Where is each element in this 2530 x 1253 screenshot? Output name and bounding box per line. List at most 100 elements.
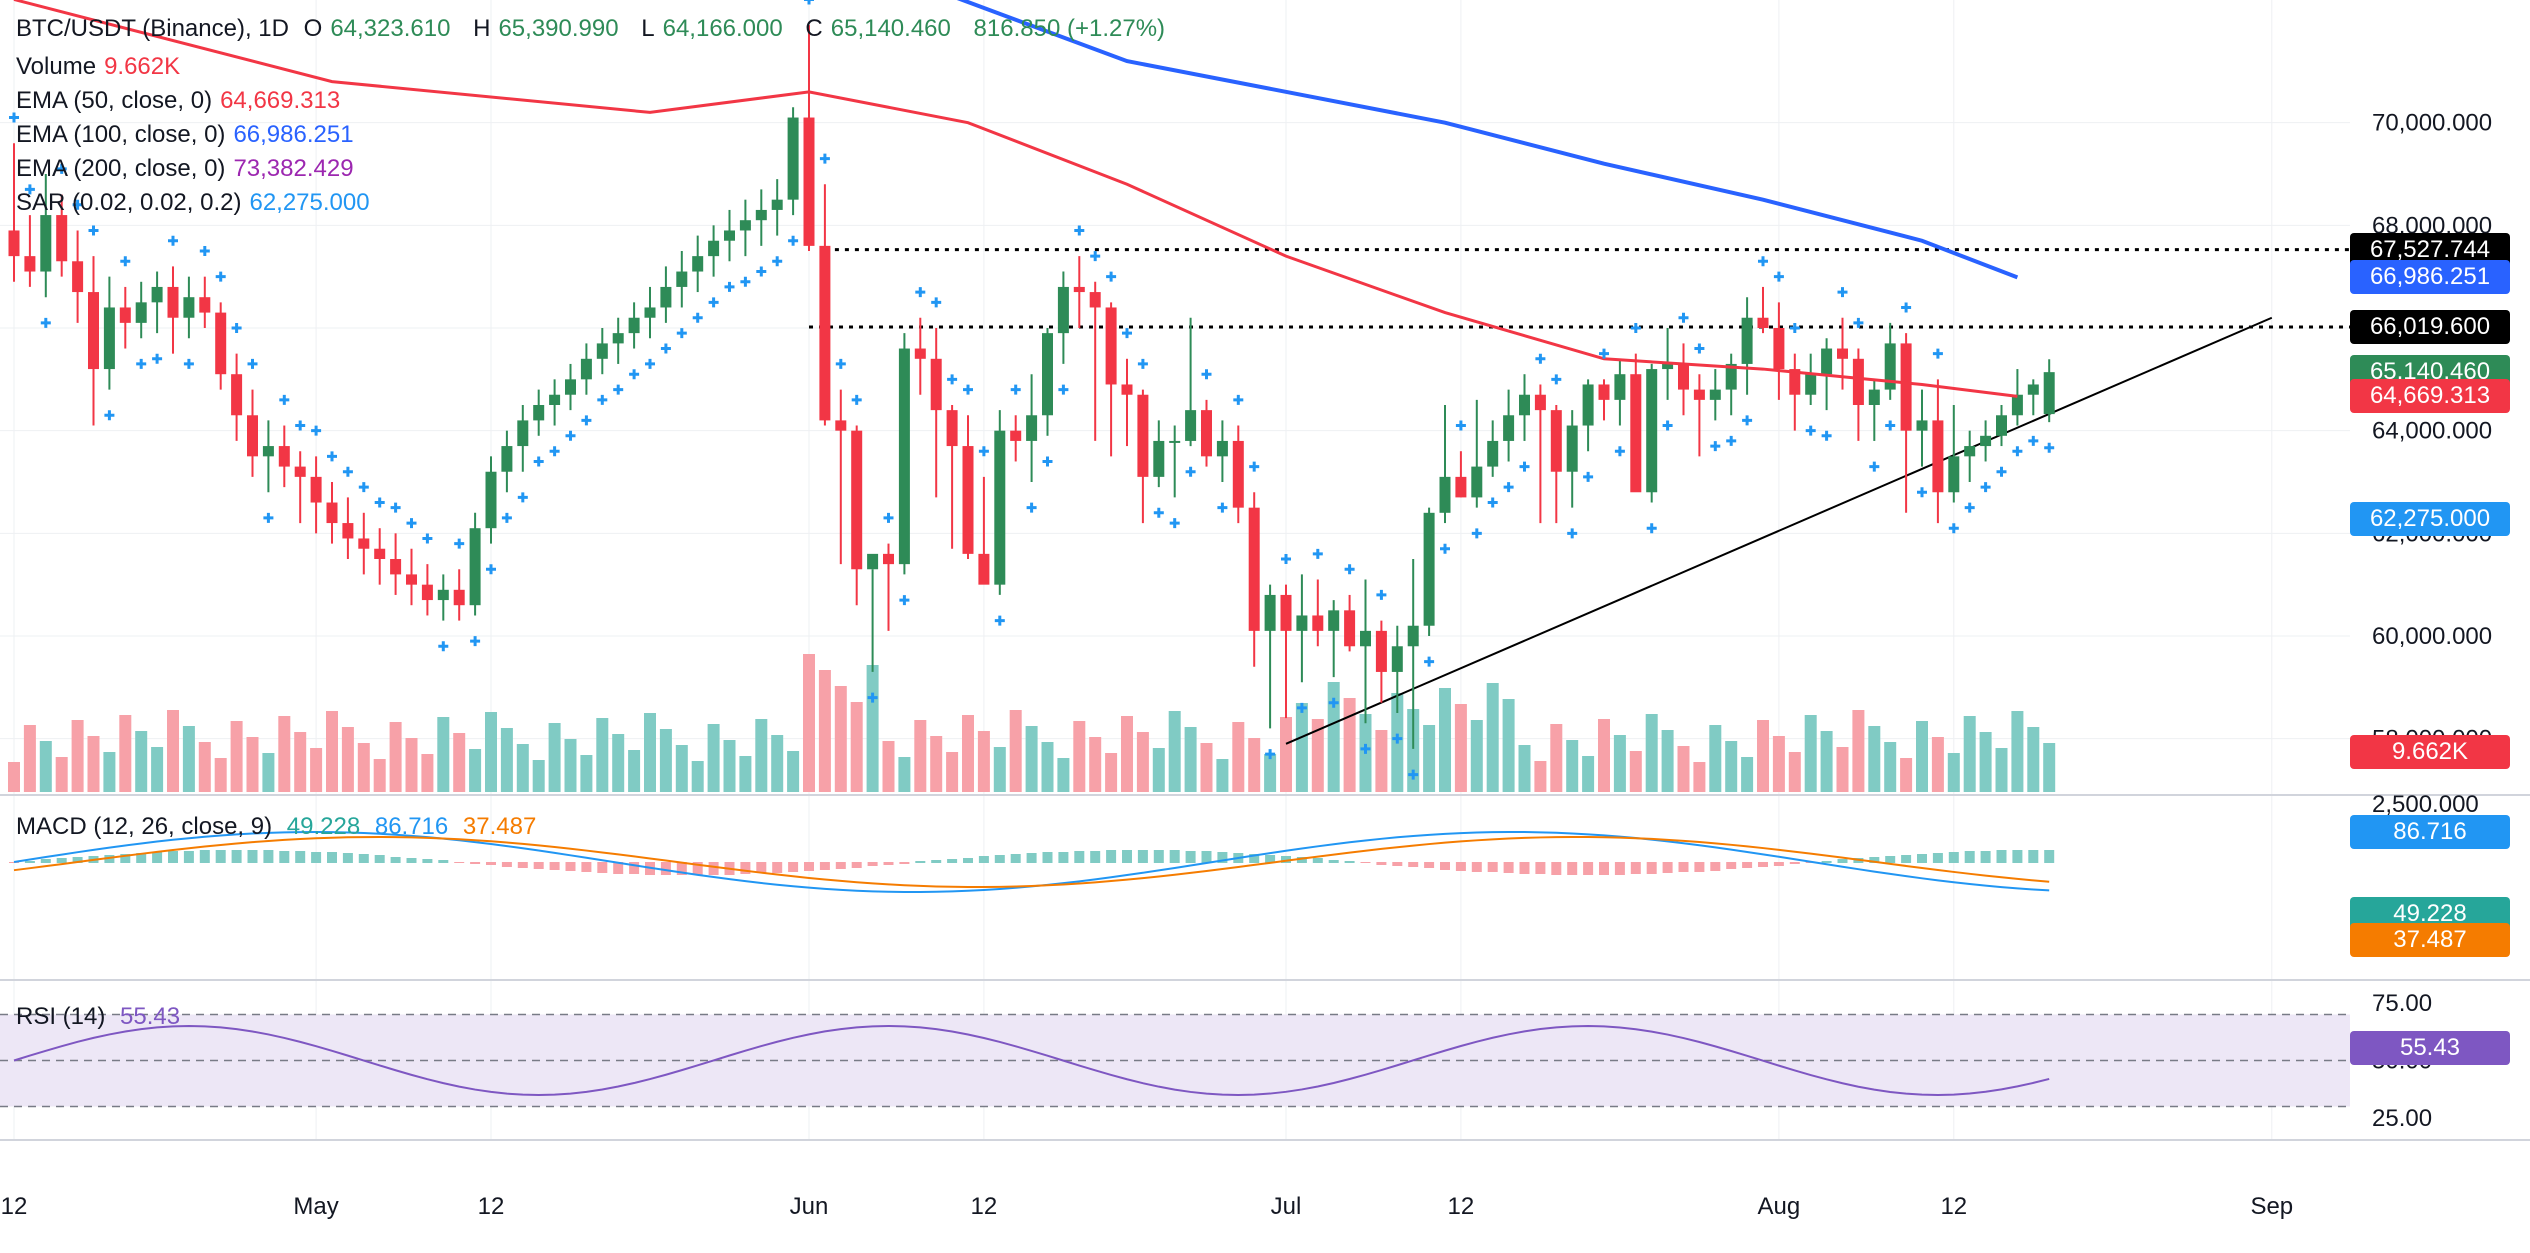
sar-point [1630, 323, 1641, 333]
macd-label[interactable]: MACD (12, 26, close, 9) [16, 813, 273, 840]
macd-histogram-bar [2012, 850, 2023, 863]
volume-bar [71, 720, 84, 792]
macd-histogram-bar [1424, 862, 1435, 868]
legend-row[interactable]: Volume 9.662K [16, 50, 378, 84]
sar-point [1122, 328, 1132, 339]
macd-histogram-bar [915, 861, 926, 863]
rsi-label[interactable]: RSI (14) [16, 1003, 106, 1030]
sar-point [581, 415, 592, 426]
sar-point [342, 466, 353, 477]
volume-bar [135, 731, 148, 792]
candle-body [231, 374, 243, 416]
volume-bar [1979, 732, 1992, 792]
macd-histogram-bar [1090, 851, 1101, 863]
macd-histogram-bar [2044, 850, 2055, 863]
volume-bar [23, 725, 36, 792]
sar-point [311, 425, 322, 436]
sar-point [1837, 287, 1848, 298]
trend-lines[interactable] [809, 248, 2350, 745]
macd-histogram-bar [581, 862, 592, 872]
macd-histogram-bar [597, 862, 608, 873]
time-tick-label: Jun [790, 1193, 829, 1220]
volume-bar [1661, 730, 1674, 792]
candle-body [1725, 363, 1737, 390]
volume-bar [1184, 727, 1197, 792]
volume-bar [2027, 727, 2040, 792]
sar-point [104, 410, 115, 421]
macd-histogram-bar [120, 854, 131, 863]
legend-row[interactable]: EMA (100, close, 0) 66,986.251 [16, 118, 378, 152]
sar-point [1408, 769, 1419, 780]
macd-histogram-bar [1010, 854, 1021, 863]
macd-histogram-bar [1694, 862, 1705, 872]
volume-bar [39, 741, 52, 792]
high-value: 65,390.990 [498, 15, 619, 42]
candle-body [501, 446, 513, 472]
candle-body [247, 415, 258, 457]
macd-tick-label: 2,500.000 [2372, 791, 2479, 818]
volume-bar [596, 718, 609, 792]
macd-histogram-bar [1169, 850, 1180, 863]
legend-row[interactable]: SAR (0.02, 0.02, 0.2) 62,275.000 [16, 186, 378, 220]
candle-body [1519, 394, 1530, 416]
candle-body [1375, 630, 1387, 672]
sar-point [1281, 554, 1291, 564]
sar-point [883, 512, 894, 523]
time-tick-label: Sep [2250, 1193, 2293, 1220]
volume-bar [1216, 759, 1229, 792]
macd-histogram-bar [2028, 850, 2039, 863]
macd-histogram-bar [279, 851, 290, 863]
macd-histogram-bar [1901, 855, 1912, 863]
sar-point [486, 564, 496, 575]
volume-bar [818, 670, 831, 792]
ohlc-low: L 64,166.000 [641, 15, 790, 42]
macd-histogram-bar [1551, 862, 1562, 875]
ema-lines [13, 0, 2019, 398]
time-axis[interactable]: 12 May 12 Jun 12 Jul 12 Aug 12 Sep [1, 1193, 2294, 1220]
macd-histogram-bar [740, 862, 751, 874]
macd-histogram-bar [1567, 862, 1578, 875]
candle-body [485, 471, 497, 529]
legend-label: SAR (0.02, 0.02, 0.2) [16, 189, 242, 216]
volume-bar [453, 733, 466, 792]
sar-point [1551, 374, 1562, 385]
symbol-title[interactable]: BTC/USDT (Binance), 1D [16, 15, 289, 42]
sar-point [517, 492, 528, 503]
sar-point [2028, 435, 2039, 446]
sar-point [1678, 312, 1689, 323]
volume-bar [1025, 726, 1038, 792]
sar-point [1440, 543, 1450, 554]
sar-point [1503, 482, 1514, 493]
candle-body [326, 502, 338, 524]
volume-bar [1089, 737, 1102, 792]
open-label: O [303, 15, 323, 42]
sar-point [374, 497, 385, 508]
ohlc-open: O 64,323.610 [304, 15, 459, 42]
legend-row[interactable]: EMA (50, close, 0) 64,669.313 [16, 84, 378, 118]
volume-bar [516, 744, 529, 792]
candle-body [1837, 348, 1848, 359]
header-legend: BTC/USDT (Binance), 1D O 64,323.610 H 65,3… [16, 12, 1173, 46]
sar-point [645, 358, 655, 369]
legend-label: EMA (100, close, 0) [16, 121, 226, 148]
macd-histogram-bar [1042, 852, 1053, 863]
candle-body [708, 240, 720, 257]
volume-bar [564, 739, 577, 792]
macd-histogram-bar [1710, 862, 1721, 871]
sar-point [1758, 256, 1768, 267]
sar-point [1010, 384, 1021, 395]
volume-bar [262, 753, 275, 792]
sar-point [501, 512, 512, 523]
sar-point [899, 595, 910, 606]
sar-point [1567, 528, 1578, 539]
volume-bar [739, 756, 752, 792]
sar-point [231, 323, 242, 333]
macd-histogram-bar [804, 862, 814, 871]
legend-row[interactable]: EMA (200, close, 0) 73,382.429 [16, 152, 378, 186]
candle-body [1042, 333, 1053, 416]
change-value: 816.850 (+1.27%) [973, 15, 1166, 42]
volume-bar [898, 757, 911, 792]
sar-point [1885, 420, 1896, 431]
candle-body [1757, 317, 1769, 328]
